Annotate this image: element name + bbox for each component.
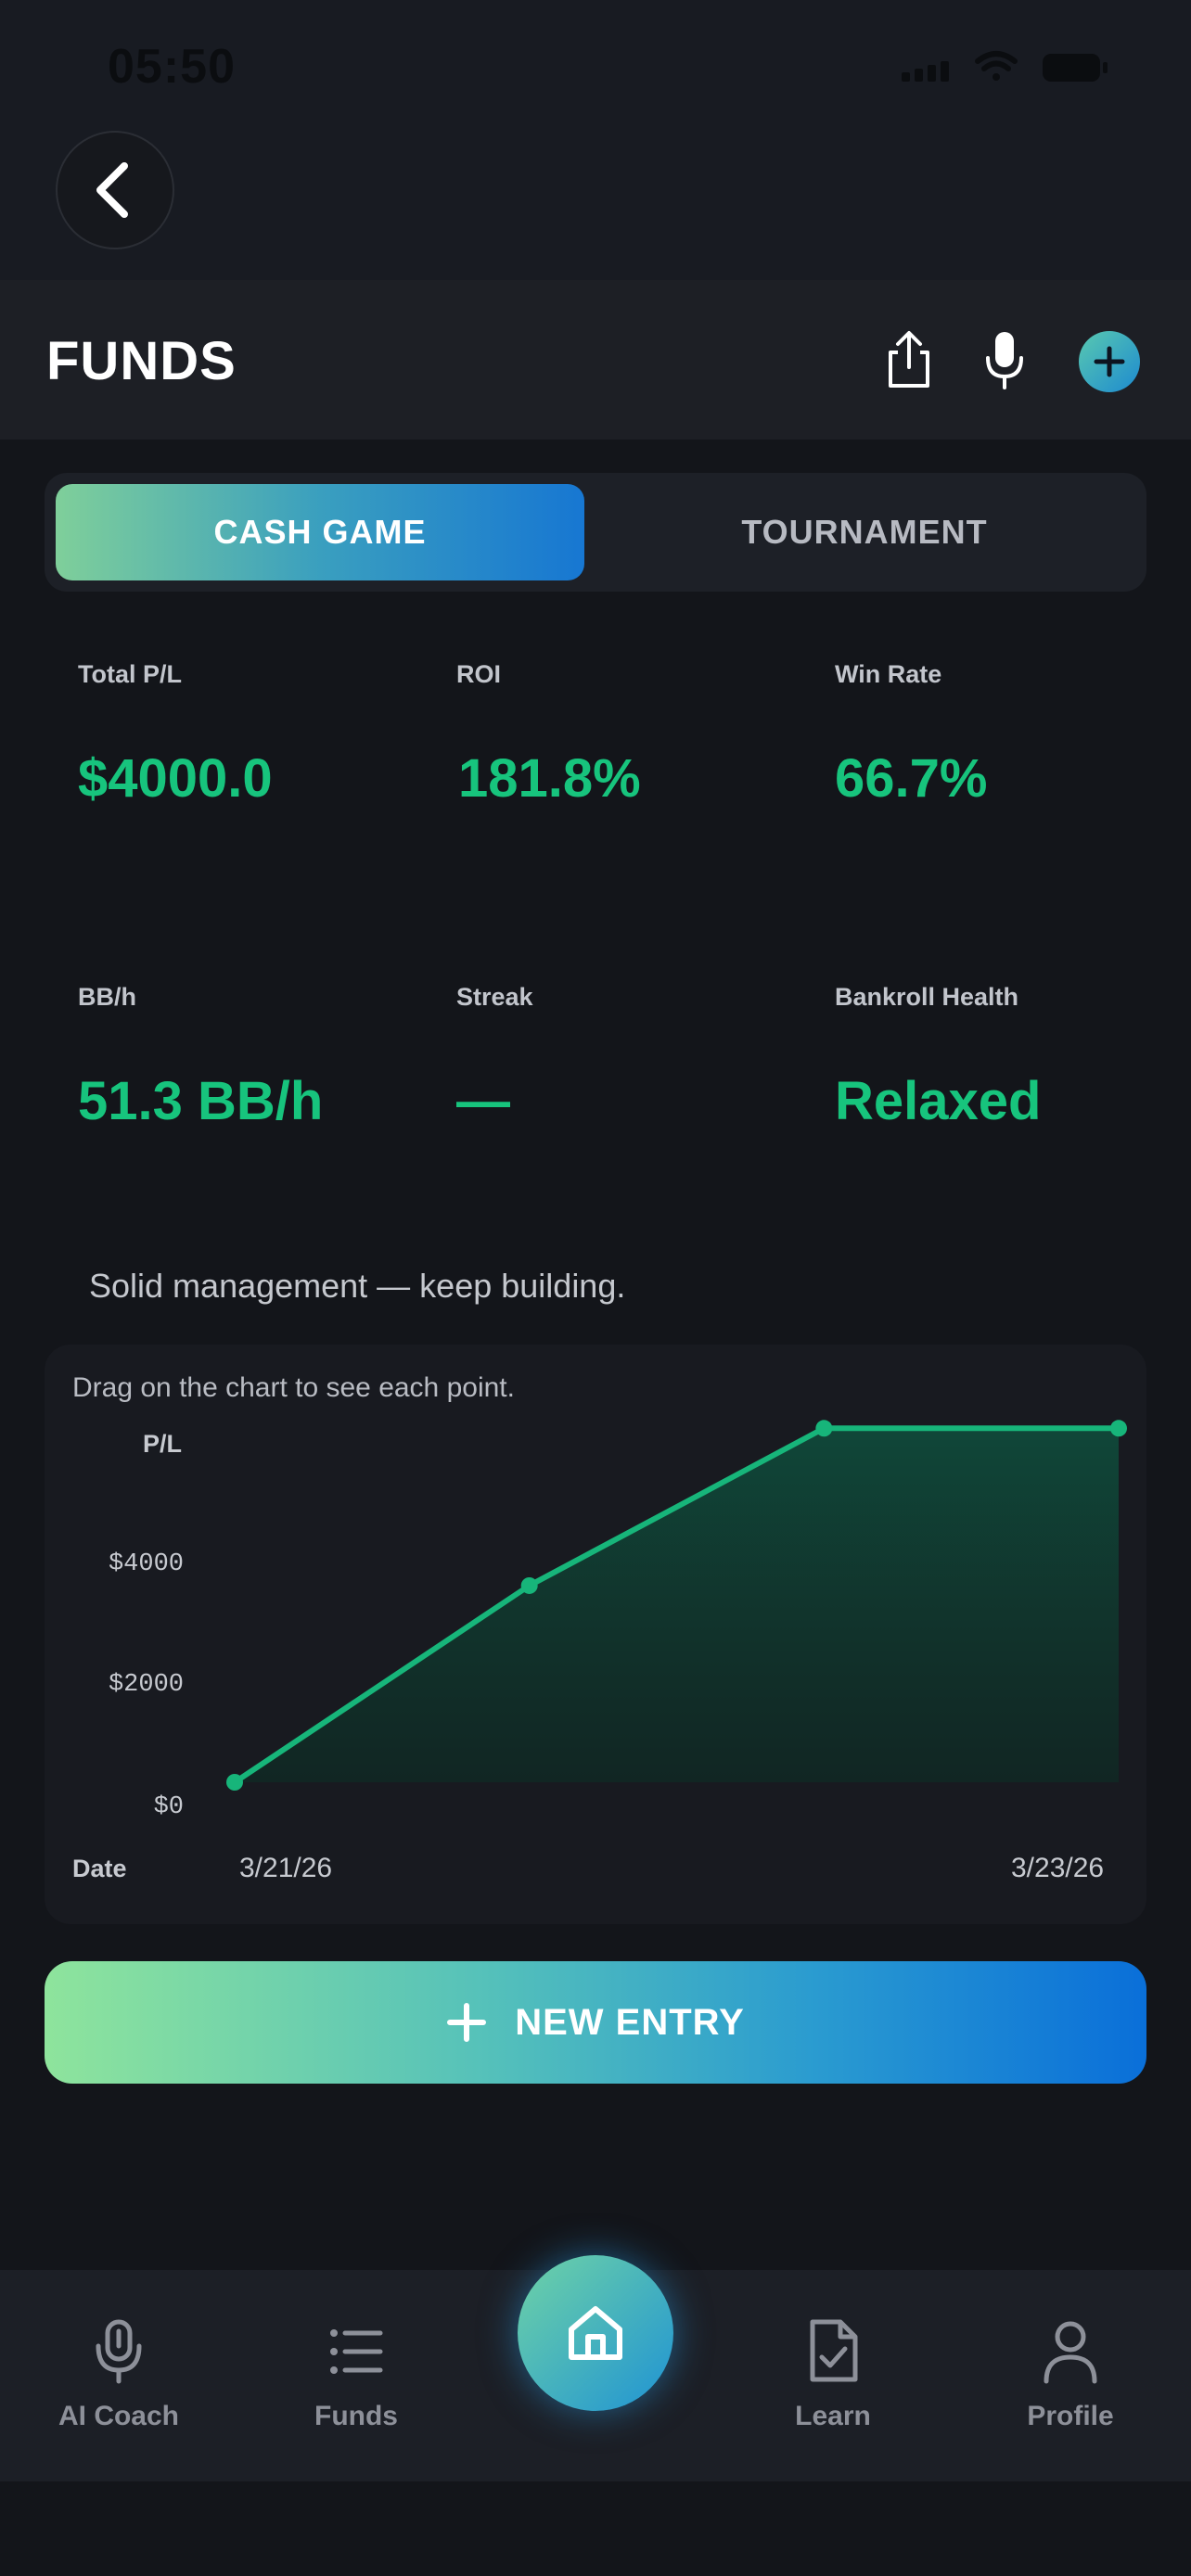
y-tick-label: $2000: [108, 1671, 184, 1699]
y-axis-title: P/L: [143, 1430, 183, 1458]
chart-area-fill: [235, 1428, 1119, 1782]
person-icon: [1044, 2321, 1097, 2384]
stat-value-bankroll-health: Relaxed: [835, 1071, 1042, 1131]
status-message: Solid management — keep building.: [89, 1267, 626, 1305]
x-tick-label: 3/21/26: [239, 1853, 333, 1883]
chart-point-2[interactable]: [815, 1420, 833, 1437]
wifi-icon: [975, 51, 1018, 81]
tab-label: Funds: [314, 2401, 398, 2431]
add-icon[interactable]: [1078, 330, 1141, 393]
stat-label-roi: ROI: [456, 660, 502, 688]
home-indicator-area: [0, 2481, 1191, 2576]
stat-label-bankroll-health: Bankroll Health: [835, 983, 1019, 1011]
chart-point-3[interactable]: [1110, 1420, 1127, 1437]
battery-icon: [1043, 54, 1108, 82]
pl-chart[interactable]: [0, 0, 1191, 1947]
tab-label: Learn: [795, 2401, 871, 2431]
stat-value-total-pl: $4000.0: [78, 748, 273, 809]
tab-tournament[interactable]: TOURNAMENT: [741, 513, 988, 551]
new-entry-button[interactable]: NEW ENTRY: [45, 1961, 1146, 2084]
x-axis-title: Date: [72, 1855, 127, 1882]
chevron-left-icon: [96, 162, 128, 218]
chart-series-line: [233, 1425, 1119, 1785]
stat-label-bbh: BB/h: [78, 983, 136, 1011]
tab-profile[interactable]: Profile: [959, 2318, 1182, 2432]
top-bar: [0, 139, 1191, 280]
stat-label-streak: Streak: [456, 983, 533, 1011]
x-tick-label: 3/23/26: [1011, 1853, 1105, 1883]
list-icon: [330, 2329, 383, 2374]
tab-label: Profile: [1027, 2401, 1114, 2431]
microphone-icon[interactable]: [981, 330, 1028, 391]
chart-point-1[interactable]: [520, 1576, 538, 1594]
chart-point-0[interactable]: [226, 1774, 243, 1791]
tab-label: AI Coach: [58, 2401, 180, 2431]
tab-cash-game[interactable]: CASH GAME: [56, 484, 584, 580]
stat-label-win-rate: Win Rate: [835, 660, 942, 688]
page-title: FUNDS: [46, 331, 237, 391]
y-tick-label: $4000: [108, 1550, 184, 1578]
status-icons: [902, 51, 1108, 82]
stat-value-win-rate: 66.7%: [835, 748, 988, 809]
y-tick-label: $0: [153, 1793, 184, 1821]
chart-hint: Drag on the chart to see each point.: [72, 1372, 515, 1403]
share-icon[interactable]: [881, 330, 937, 391]
stat-value-bbh: 51.3 BB/h: [78, 1071, 324, 1131]
home-button[interactable]: [518, 2255, 673, 2411]
microphone-icon: [96, 2319, 142, 2384]
tab-funds[interactable]: Funds: [245, 2318, 467, 2432]
tab-ai-coach[interactable]: AI Coach: [7, 2318, 230, 2432]
page-header: [0, 280, 1191, 440]
status-time: 05:50: [108, 40, 236, 94]
signal-icon: [902, 61, 949, 82]
status-bar: [0, 0, 1191, 139]
stat-value-roi: 181.8%: [458, 748, 641, 809]
document-check-icon: [810, 2319, 858, 2382]
home-icon: [569, 2306, 622, 2360]
back-button[interactable]: [56, 131, 174, 249]
stat-label-total-pl: Total P/L: [78, 660, 182, 688]
tab-learn[interactable]: Learn: [722, 2318, 944, 2432]
new-entry-label: NEW ENTRY: [515, 2001, 745, 2043]
stat-value-streak: —: [456, 1071, 510, 1131]
plus-icon: [447, 2003, 487, 2042]
